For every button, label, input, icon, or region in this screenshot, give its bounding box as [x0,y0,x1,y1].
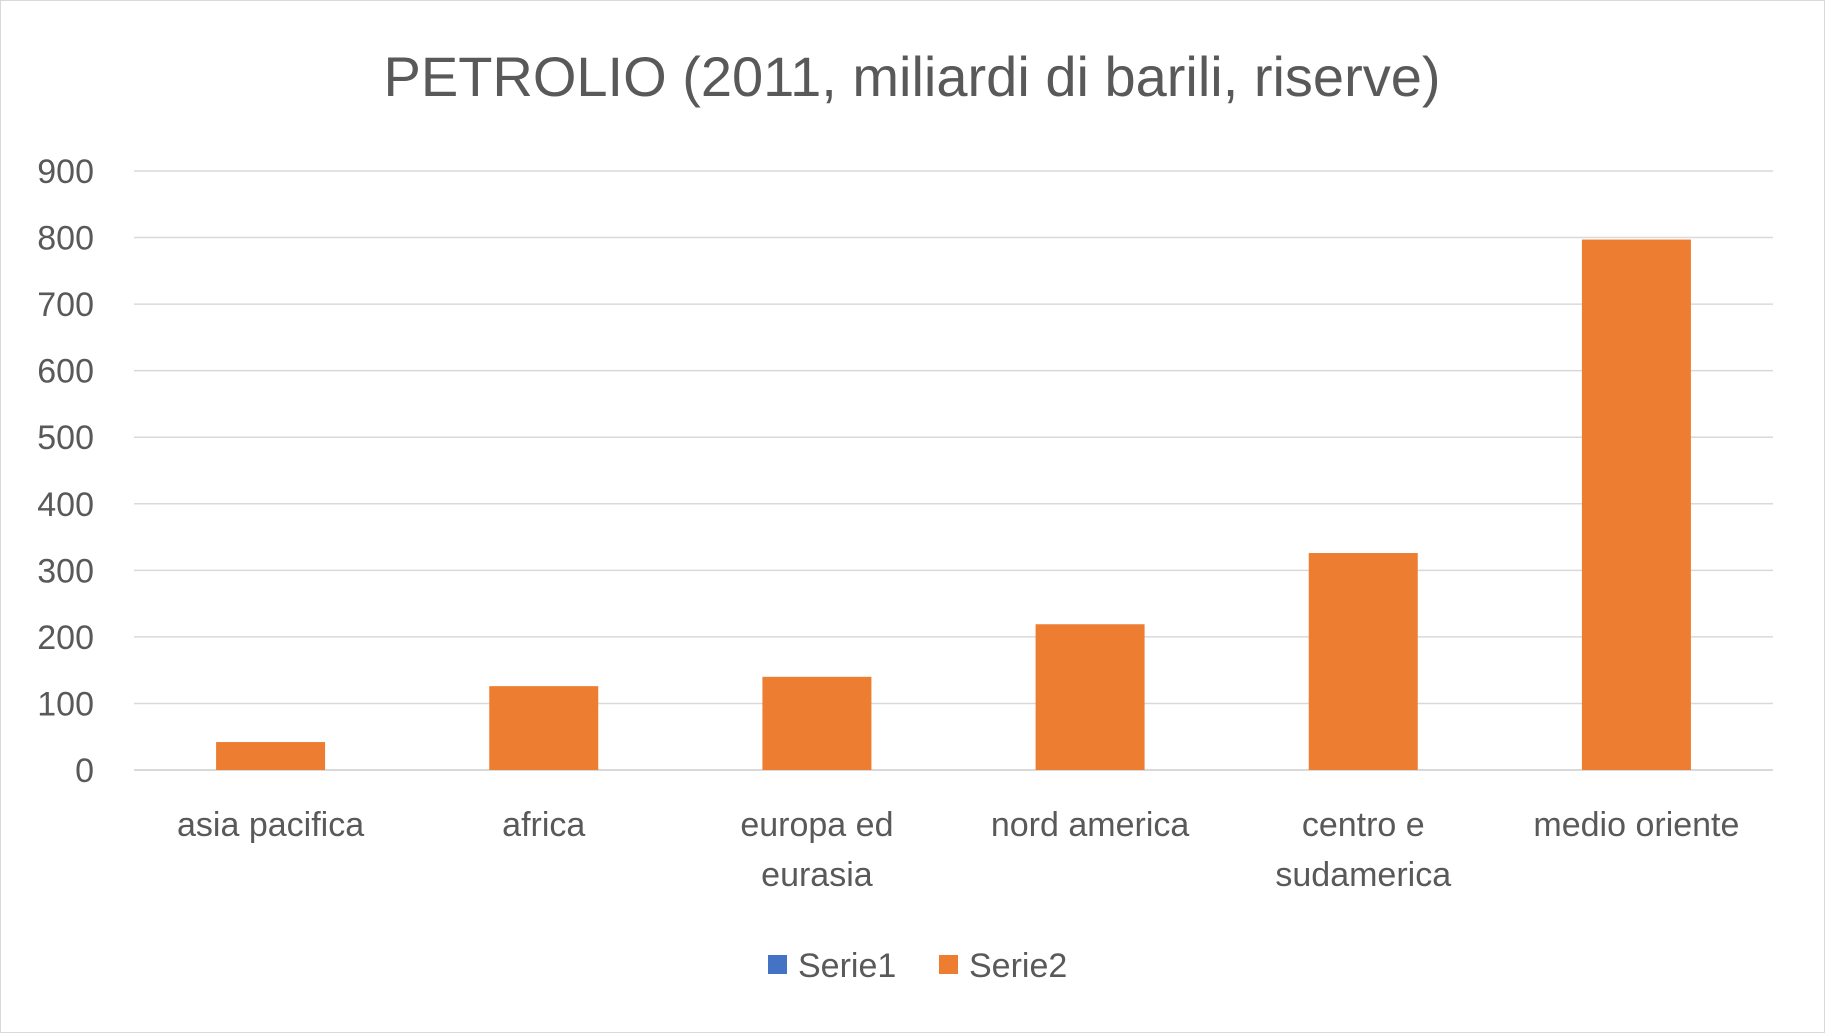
bar-serie2 [1308,553,1418,770]
gridlines [134,170,1773,771]
bar-serie2 [1581,239,1691,770]
y-tick-label: 300 [37,552,94,590]
y-tick-label: 800 [37,220,94,258]
bar-serie2 [489,686,599,770]
chart-title: PETROLIO (2011, miliardi di barili, rise… [383,45,1440,108]
bars [216,239,1691,770]
x-category-label: medio oriente [1533,806,1739,844]
bar-serie2 [1035,624,1145,770]
legend-swatch [768,955,787,974]
y-tick-label: 900 [37,153,94,191]
y-tick-label: 600 [37,353,94,391]
legend-swatch [939,955,958,974]
y-axis-ticks: 0 100 200 300 400 500 600 700 800 900 [37,153,94,790]
legend-label: Serie1 [798,947,896,985]
bar-serie2 [762,676,872,770]
legend: Serie1 Serie2 [768,947,1067,985]
y-tick-label: 0 [75,752,94,790]
bar-serie2 [216,742,326,770]
x-category-label: europa ed eurasia [740,806,893,894]
y-tick-label: 400 [37,486,94,524]
legend-label: Serie2 [969,947,1067,985]
x-category-label: africa [502,806,585,844]
y-tick-label: 700 [37,286,94,324]
x-category-label: asia pacifica [177,806,364,844]
y-tick-label: 100 [37,685,94,723]
x-axis-categories: asia pacifica africa europa ed eurasia nord … [177,806,1739,894]
x-category-label: centro e sudamerica [1275,806,1451,894]
x-category-label: nord america [991,806,1190,844]
y-tick-label: 500 [37,419,94,457]
y-tick-label: 200 [37,619,94,657]
